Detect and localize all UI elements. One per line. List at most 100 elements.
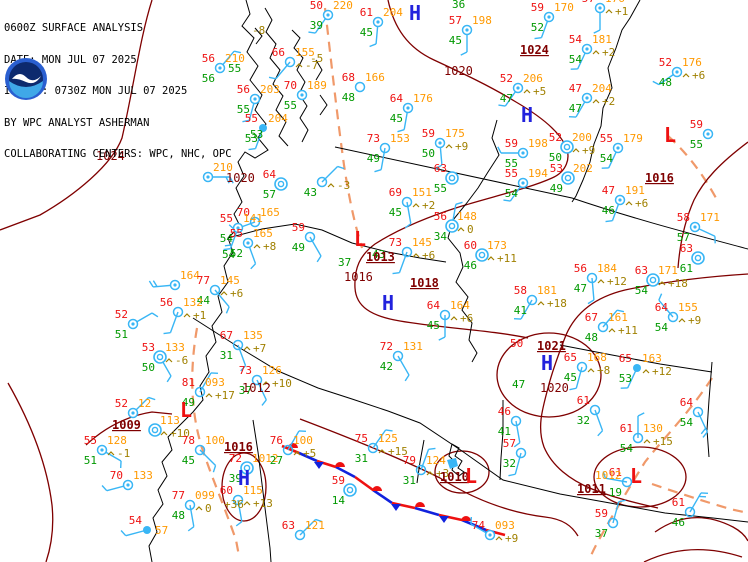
pressure-center-value: 1010 <box>440 470 469 484</box>
station-temperature: 73 <box>367 132 380 145</box>
station-temperature: 59 <box>422 127 435 140</box>
sky-cover-icon <box>253 97 257 101</box>
wind-barb-tick <box>508 473 516 477</box>
station-dewpoint: 54 <box>600 152 614 165</box>
station-temperature: 54 <box>569 33 583 46</box>
wind-barb-tick <box>187 526 195 532</box>
station-plot: 52 200 50 +9 <box>549 131 596 164</box>
chart-title: 0600Z SURFACE ANALYSIS <box>4 22 144 34</box>
station-plot: 77 099 48 0 <box>172 489 215 532</box>
station-temperature: 54 <box>129 514 143 527</box>
geography-line <box>499 400 504 481</box>
map-annotation: 53 <box>250 128 263 141</box>
sky-cover-icon <box>401 246 413 258</box>
station-plot: 60 115+13 <box>220 484 273 527</box>
sky-cover-icon <box>300 93 304 97</box>
isobar <box>0 0 153 231</box>
tendency-mark <box>457 227 465 232</box>
low-pressure-marker: L <box>465 464 477 488</box>
station-pressure: 176 <box>605 0 625 5</box>
wind-barb-tick <box>120 530 127 537</box>
sky-cover-icon <box>675 70 679 74</box>
low-pressure-marker: L <box>354 227 366 251</box>
sky-cover-icon <box>649 276 657 284</box>
tendency-mark <box>107 451 115 456</box>
sky-cover-icon <box>633 364 641 372</box>
station-plot: 63 121 <box>282 518 325 541</box>
station-dewpoint: 53 <box>245 132 258 145</box>
wind-barb-tick <box>225 306 230 314</box>
station-plot: 54 181 54 +2 <box>569 33 615 70</box>
front-semicircle <box>461 516 471 521</box>
station-plot: 74 093+9 <box>470 516 518 545</box>
station-temperature: 63 <box>635 264 648 277</box>
sky-cover-icon <box>343 483 357 497</box>
station-dewpoint: 46 <box>602 204 615 217</box>
station-plot: 57 176+1 <box>582 0 628 34</box>
sky-cover-icon <box>304 231 316 243</box>
isobar <box>85 411 173 446</box>
sky-cover-icon <box>448 222 456 230</box>
sky-cover-icon <box>448 174 456 182</box>
wind-barb <box>420 449 430 471</box>
station-tendency: +2 <box>602 46 615 59</box>
station-plot: 70 189 55 <box>284 79 327 112</box>
isobar-label: 1016 <box>344 270 373 284</box>
sky-cover-icon <box>259 124 267 132</box>
pressure-center-value: 1016 <box>645 171 674 185</box>
station-plot: 113+10 <box>148 414 190 440</box>
station-temperature: 65 <box>564 351 577 364</box>
wind-barb-tick <box>163 331 171 335</box>
station-tendency: +1 <box>615 5 628 18</box>
station-plot: 56 148 34 0 <box>434 201 477 243</box>
station-temperature: 79 <box>403 454 416 467</box>
station-dewpoint: 39 <box>310 19 323 32</box>
station-plot: 164 <box>148 269 200 291</box>
station-plot: 47 204 47 +2 <box>569 82 615 118</box>
high-pressure-marker: H <box>238 466 250 490</box>
station-tendency: +2 <box>602 95 615 108</box>
station-plot: 61 32 <box>577 394 604 437</box>
sky-cover-icon <box>284 56 296 68</box>
station-temperature: 60 <box>220 484 233 497</box>
station-plot: 61 130 54 +15 <box>620 412 673 455</box>
stationary-front <box>298 451 318 463</box>
station-pressure: 100 <box>205 434 225 447</box>
station-temperature: 81 <box>182 376 195 389</box>
station-tendency: +15 <box>388 445 408 458</box>
tendency-mark <box>412 203 420 208</box>
sky-cover-icon <box>475 248 489 262</box>
station-pressure: 200 <box>572 131 592 144</box>
station-plot: 64 176 45 <box>390 92 433 133</box>
front-triangle <box>439 516 449 523</box>
station-temperature: 68 <box>342 71 355 84</box>
wind-barb <box>575 366 583 389</box>
station-plot: 64 57 <box>263 168 288 201</box>
station-pressure: 130 <box>643 422 663 435</box>
sky-cover-icon <box>598 6 602 10</box>
wind-barb-tick <box>497 146 502 154</box>
station-plot: 59 198 55 <box>497 137 548 170</box>
wind-barb-tick <box>460 51 468 56</box>
tendency-mark <box>243 346 251 351</box>
station-plot: 61 46 <box>672 492 709 529</box>
sky-cover-icon <box>367 442 379 454</box>
station-dewpoint: 49 <box>550 182 563 195</box>
station-temperature: 64 <box>655 301 669 314</box>
station-temperature: 52 <box>500 72 513 85</box>
station-plot: 68 166 48 <box>342 71 385 104</box>
wind-barb <box>275 61 291 80</box>
station-plot: 59 170 52 <box>531 1 574 40</box>
wind-barb-tick <box>233 50 242 54</box>
station-tendency: +12 <box>607 275 627 288</box>
station-dewpoint: 47 <box>574 282 587 295</box>
station-extra: 55 <box>228 62 241 75</box>
pressure-center-value: 1016 <box>224 440 253 454</box>
sky-cover-icon <box>379 142 391 154</box>
station-plot: 64 155 54 +9 <box>655 293 701 334</box>
wind-barb-tick <box>152 280 158 287</box>
station-pressure: 12 <box>138 397 151 410</box>
station-plot: 43 -3 <box>304 165 350 199</box>
map-annotation: 36 <box>452 0 465 11</box>
